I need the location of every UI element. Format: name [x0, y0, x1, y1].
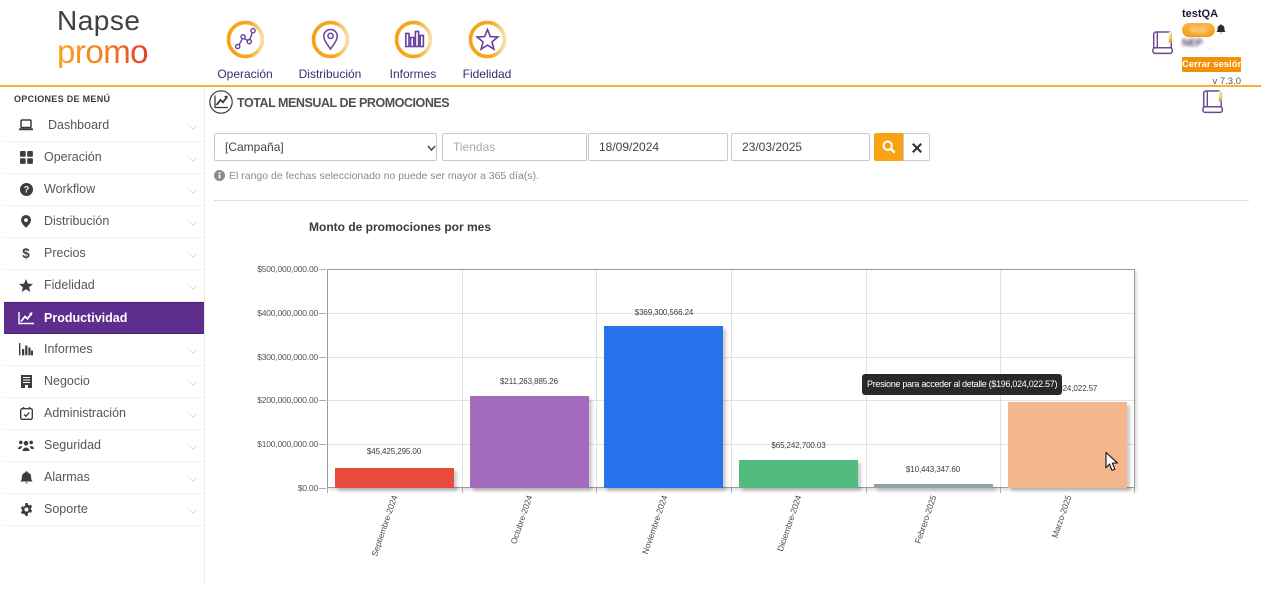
svg-text:?: ?: [23, 185, 29, 195]
